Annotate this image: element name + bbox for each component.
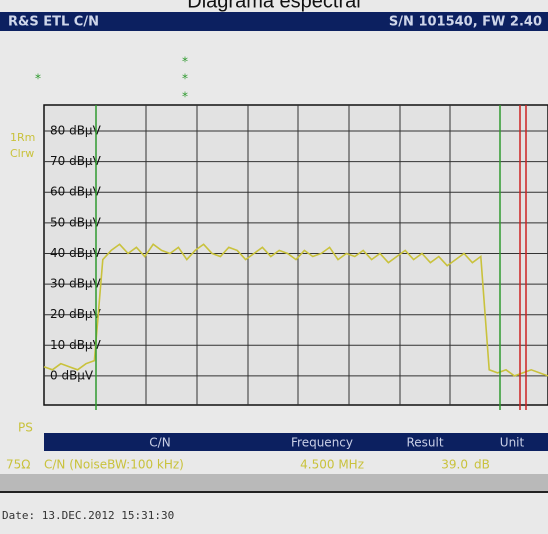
- y-tick-label: 10 dBµV: [50, 338, 102, 352]
- column-header: Unit: [500, 436, 525, 450]
- y-tick-label: 70 dBµV: [50, 154, 102, 168]
- trace: [43, 243, 548, 377]
- marker: *: [182, 55, 188, 69]
- serial-info: S/N 101540, FW 2.40: [389, 15, 542, 30]
- y-tick-label: 50 dBµV: [50, 215, 102, 229]
- frequency: 4.500 MHz: [300, 458, 364, 472]
- table-header: [44, 433, 548, 451]
- marker-group: * * * *: [35, 55, 188, 104]
- page-title: Diagrama espectral: [187, 0, 360, 12]
- y-tick-label: 80 dBµV: [50, 124, 102, 138]
- column-header: C/N: [149, 436, 170, 450]
- date-stamp: Date: 13.DEC.2012 15:31:30: [2, 509, 174, 522]
- marker: *: [182, 72, 188, 86]
- y-tick-label: 40 dBµV: [50, 246, 102, 260]
- trace-info: Clrw: [10, 147, 34, 160]
- header-bar: [0, 12, 548, 31]
- unit: dB: [474, 458, 490, 472]
- trace-info: 1Rm: [10, 131, 35, 144]
- measurement: C/N (NoiseBW:100 kHz): [44, 458, 184, 472]
- result: 39.0: [441, 458, 468, 472]
- instrument-name: R&S ETL C/N: [8, 15, 99, 30]
- y-tick-label: 60 dBµV: [50, 185, 102, 199]
- impedance: 75Ω: [6, 458, 30, 472]
- column-header: Frequency: [291, 436, 353, 450]
- section-label: PS: [18, 421, 33, 435]
- marker: *: [35, 72, 41, 86]
- column-header: Result: [406, 436, 443, 450]
- y-tick-label: 0 dBµV: [50, 368, 94, 382]
- y-tick-label: 30 dBµV: [50, 277, 102, 291]
- marker: *: [182, 90, 188, 104]
- y-tick-label: 20 dBµV: [50, 307, 102, 321]
- plot: 0 dBµV 10 dBµV 20 dBµV 30 dBµV 40 dBµV 50 dBµ…: [43, 124, 548, 382]
- plot-area: [43, 104, 548, 406]
- status-bar: [0, 474, 548, 491]
